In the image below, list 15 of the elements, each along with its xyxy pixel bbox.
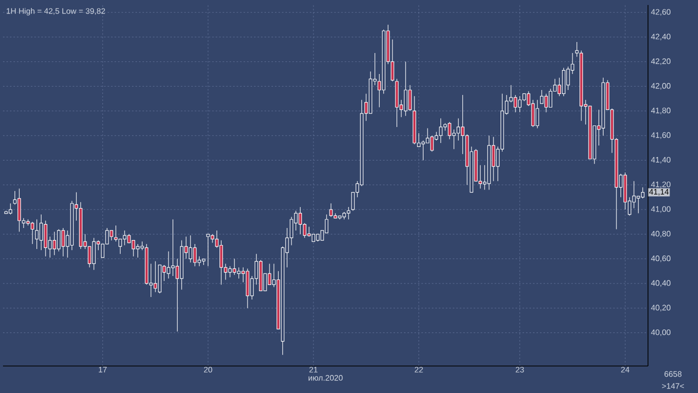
candlestick xyxy=(492,136,496,182)
candlestick xyxy=(246,268,250,308)
candlestick xyxy=(8,203,12,215)
candlestick xyxy=(448,122,452,140)
candlestick xyxy=(487,135,491,190)
candlestick xyxy=(35,219,39,250)
candlestick xyxy=(346,206,350,220)
candlestick xyxy=(70,200,74,250)
candlestick xyxy=(26,219,30,226)
candlestick xyxy=(430,135,434,152)
candlestick xyxy=(408,84,412,112)
candlestick xyxy=(210,234,214,244)
candlestick xyxy=(166,251,170,279)
candlestick xyxy=(4,210,8,214)
candlestick xyxy=(329,203,333,218)
